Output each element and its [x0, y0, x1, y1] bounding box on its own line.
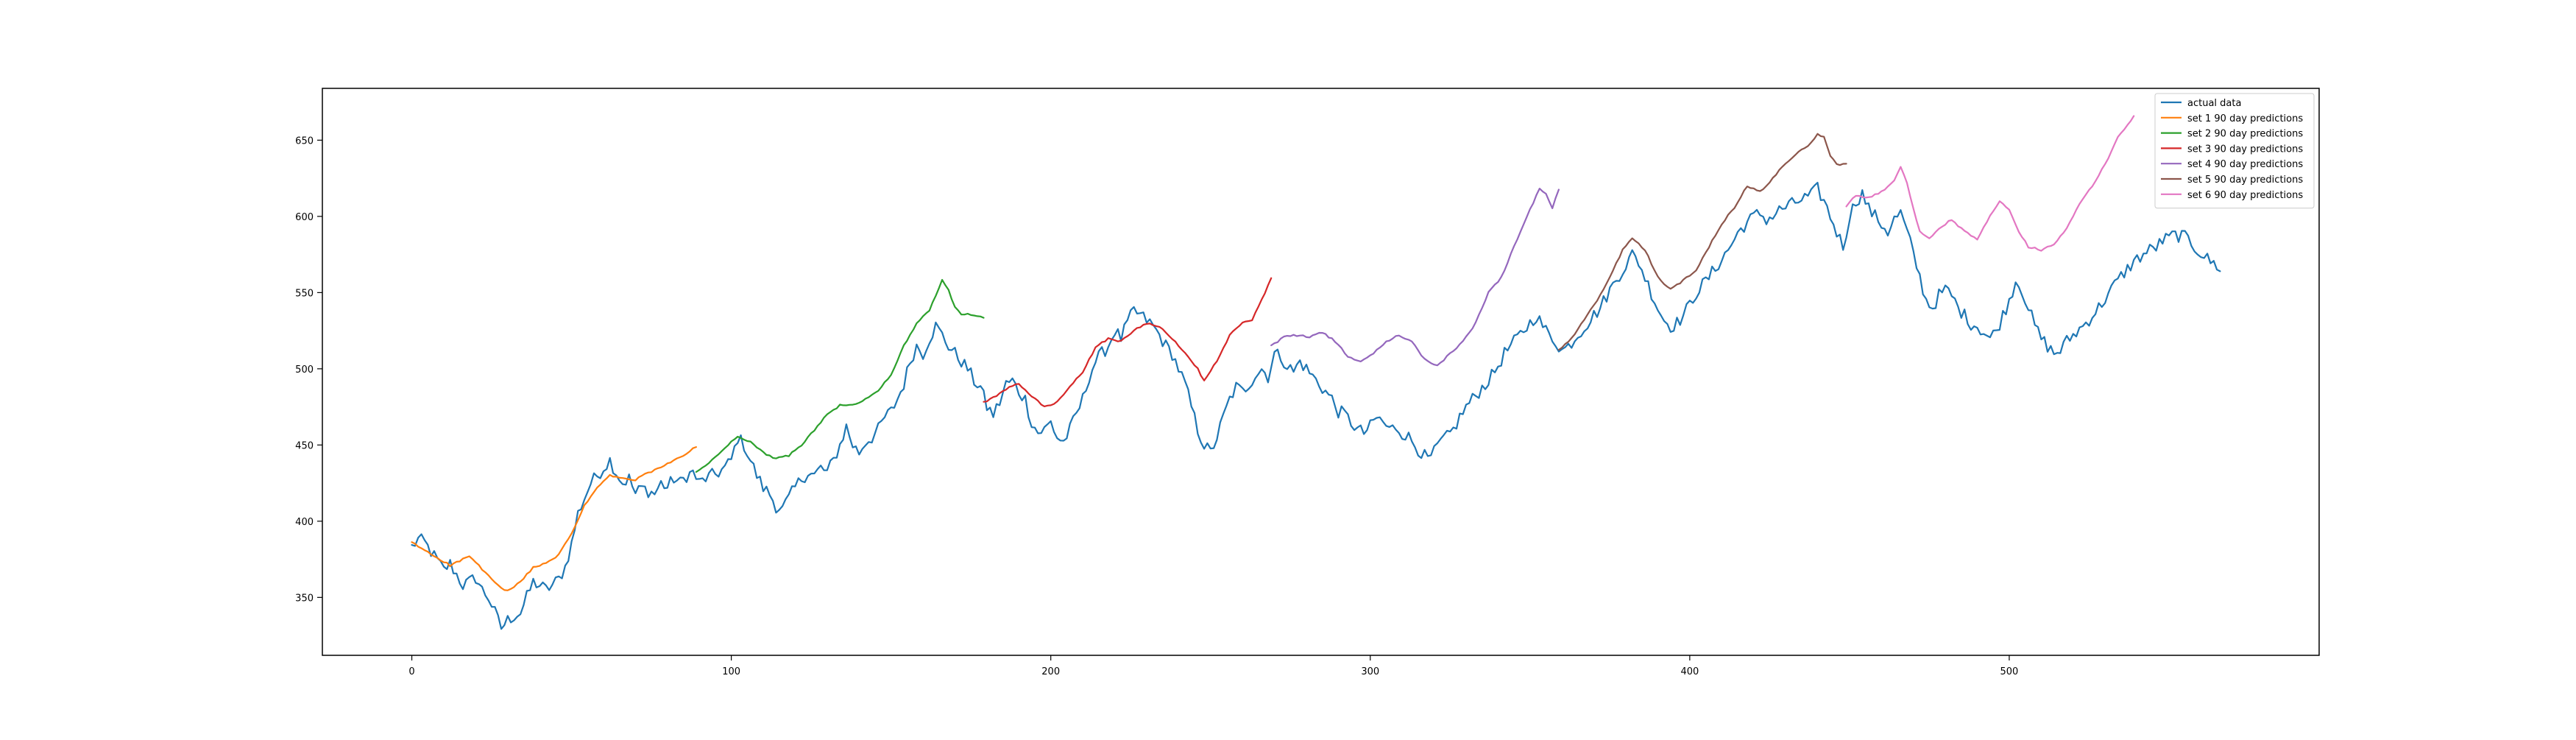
y-tick-label: 600: [295, 212, 314, 223]
legend-label: actual data: [2187, 98, 2241, 109]
series-line-6: [1845, 115, 2135, 252]
legend-label: set 6 90 day predictions: [2187, 190, 2303, 201]
series-line-2: [695, 278, 985, 473]
y-tick-label: 500: [295, 364, 314, 376]
legend-label: set 4 90 day predictions: [2187, 159, 2303, 170]
y-tick-label: 350: [295, 593, 314, 604]
series-line-3: [983, 277, 1273, 407]
series-line-0: [411, 181, 2221, 630]
x-tick-label: 300: [1361, 666, 1379, 677]
x-axis: 0 100 200 300 400 500: [408, 655, 2018, 677]
y-tick-label: 550: [295, 288, 314, 299]
y-tick-label: 650: [295, 135, 314, 147]
legend-label: set 3 90 day predictions: [2187, 144, 2303, 155]
plot-frame: [322, 88, 2320, 656]
x-tick-label: 200: [1041, 666, 1060, 677]
y-tick-label: 450: [295, 440, 314, 451]
x-tick-label: 0: [408, 666, 414, 677]
y-tick-label: 400: [295, 517, 314, 528]
legend-box: [2154, 93, 2315, 209]
legend-label: set 2 90 day predictions: [2187, 129, 2303, 140]
y-axis: 350 400 450 500 550 600 650: [295, 135, 322, 604]
x-tick-label: 500: [2000, 666, 2019, 677]
x-tick-label: 400: [1680, 666, 1699, 677]
x-tick-label: 100: [722, 666, 740, 677]
legend: actual data set 1 90 day predictions set 2…: [2154, 93, 2315, 209]
series-line-5: [1557, 133, 1847, 351]
legend-label: set 5 90 day predictions: [2187, 175, 2303, 186]
series-line-4: [1270, 188, 1560, 367]
series-line-1: [411, 446, 697, 591]
legend-label: set 1 90 day predictions: [2187, 113, 2303, 124]
series-group: [411, 115, 2221, 630]
